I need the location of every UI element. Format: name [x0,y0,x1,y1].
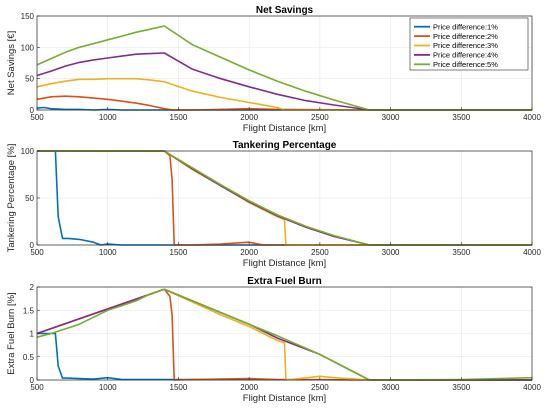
series-line-3pct [36,77,532,111]
y-tick-label: 50 [25,194,34,203]
chart-title: Tankering Percentage [233,140,337,151]
y-tick-label: 100 [21,43,35,52]
x-axis-label: Flight Distance [km] [243,123,326,134]
x-tick-label: 2500 [311,113,329,122]
y-axis-label: Tankering Percentage [%] [6,144,17,253]
x-tick-label: 2500 [311,248,329,257]
series-line-4pct [36,52,532,111]
subplot-extra-fuel-burn: 500 1000 1500 2000 2500 3000 3500 4000 0 0.5 1 1.5 2… [6,276,541,404]
x-tick-label: 4000 [523,248,541,257]
y-tick-label: 50 [25,75,34,84]
legend-entry-label: Price difference:4% [433,51,498,60]
x-tick-label: 3500 [452,248,470,257]
x-tick-label: 3000 [382,383,400,392]
x-tick-label: 1000 [99,248,117,257]
axes-box [36,15,533,111]
x-tick-label: 1000 [99,383,117,392]
x-tick-label: 3000 [382,248,400,257]
x-tick-label: 3000 [382,113,400,122]
x-tick-label: 3500 [452,113,470,122]
y-tick-label: 0.5 [23,353,35,362]
x-tick-label: 2000 [240,113,258,122]
legend-entry-label: Price difference:1% [433,22,498,31]
legend-entry-label: Price difference:5% [433,60,498,69]
y-tick-label: 1.5 [23,306,35,315]
x-tick-label: 2000 [240,248,258,257]
subplot-tankering-percentage: 500 1000 1500 2000 2500 3000 3500 4000 0 50 100 Tan… [6,140,541,269]
x-tick-label: 500 [30,248,44,257]
legend: Price difference:1%Price difference:2%Pr… [409,17,529,71]
y-tick-label: 150 [21,12,35,21]
x-tick-label: 1000 [99,113,117,122]
y-axis-label: Net Savings [€] [6,31,17,95]
y-tick-label: 2 [30,283,35,292]
y-axis-label: Extra Fuel Burn [%] [6,292,17,374]
legend-entry-label: Price difference:3% [433,41,498,50]
x-axis-label: Flight Distance [km] [243,393,326,404]
x-tick-label: 1500 [170,248,188,257]
series-line-5pct [36,25,532,111]
y-tick-label: 0 [30,241,35,250]
chart-title: Net Savings [256,5,314,16]
y-tick-label: 0 [30,376,35,385]
x-tick-label: 4000 [523,113,541,122]
series-line-1pct [37,332,533,381]
x-tick-label: 2000 [240,383,258,392]
x-tick-label: 500 [30,383,44,392]
legend-entry-label: Price difference:2% [433,32,498,41]
y-tick-label: 1 [30,330,35,339]
y-tick-label: 100 [21,147,35,156]
x-tick-label: 3500 [452,383,470,392]
series-line-3pct [36,288,532,381]
chart-title: Extra Fuel Burn [247,276,321,287]
x-tick-label: 1500 [170,383,188,392]
x-axis-label: Flight Distance [km] [243,258,326,269]
y-tick-label: 0 [30,106,35,115]
x-tick-label: 4000 [523,383,541,392]
x-tick-label: 1500 [170,113,188,122]
series-line-5pct [36,288,533,381]
series-line-2pct [36,95,532,111]
series-line-5pct [37,150,532,246]
x-tick-label: 500 [30,113,44,122]
x-tick-label: 2500 [311,383,329,392]
